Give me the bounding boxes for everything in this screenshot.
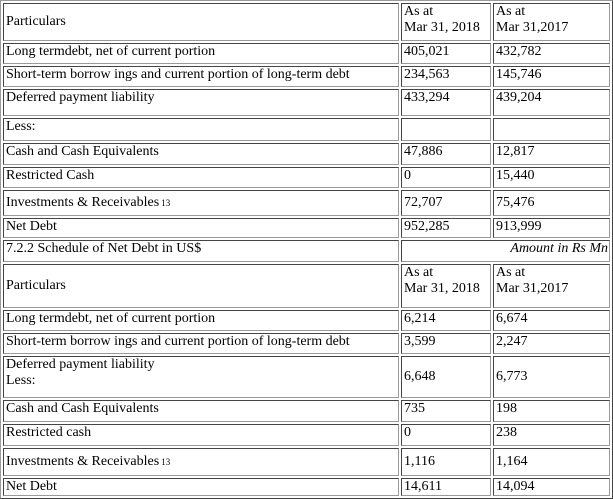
table-row: Restricted cash 0 238: [1, 422, 612, 446]
table-row: Cash and Cash Equivalents 47,886 12,817: [1, 141, 612, 165]
value-2017: 14,094: [493, 478, 610, 496]
value-2017: 6,674: [493, 310, 610, 331]
value-2018: 0: [401, 167, 491, 188]
value-2018: 3,599: [401, 333, 491, 354]
table2-col-2018-header: As at Mar 31, 2018: [401, 264, 491, 308]
value-2017: 913,999: [493, 218, 610, 238]
section-title-row: 7.2.2 Schedule of Net Debt in US$ Amount…: [1, 238, 612, 262]
table-row: Short-term borrow ings and current porti…: [1, 64, 612, 87]
value-2018: 6,648: [401, 356, 491, 398]
row-label: Less:: [3, 118, 399, 141]
table2-particulars-header: Particulars: [3, 264, 399, 308]
value-2017: 198: [493, 400, 610, 422]
value-2017: 2,247: [493, 333, 610, 354]
value-2017: 75,476: [493, 190, 610, 216]
table2-col-2017-header: As at Mar 31,2017: [493, 264, 610, 308]
value-2018: 47,886: [401, 143, 491, 165]
row-label: Cash and Cash Equivalents: [3, 143, 399, 165]
table-row: Long termdebt, net of current portion 6,…: [1, 308, 612, 331]
table-row: Net Debt 952,285 913,999: [1, 216, 612, 238]
value-2018: 1,116: [401, 448, 491, 476]
value-2017: 15,440: [493, 167, 610, 188]
table-row: Investments & Receivables 13 72,707 75,47…: [1, 188, 612, 216]
value-2017: 145,746: [493, 66, 610, 87]
value-2017: 12,817: [493, 143, 610, 165]
value-2018: 14,611: [401, 478, 491, 496]
row-label: Deferred payment liability: [3, 89, 399, 116]
value-2017: 432,782: [493, 43, 610, 64]
table-row: Investments & Receivables 13 1,116 1,164: [1, 446, 612, 476]
table1-col-2017-header: As at Mar 31,2017: [493, 3, 610, 41]
value-2018: 72,707: [401, 190, 491, 216]
table-row: Cash and Cash Equivalents 735 198: [1, 398, 612, 422]
value-2017: 1,164: [493, 448, 610, 476]
table1-header-row: Particulars As at Mar 31, 2018 As at Mar 3…: [1, 1, 612, 41]
row-label: Long termdebt, net of current portion: [3, 310, 399, 331]
value-2018: 735: [401, 400, 491, 422]
row-label: Investments & Receivables 13: [3, 190, 399, 216]
row-label: Deferred payment liability Less:: [3, 356, 399, 398]
table-row: Short-term borrow ings and current porti…: [1, 331, 612, 354]
row-label: Cash and Cash Equivalents: [3, 400, 399, 422]
table-row: Deferred payment liability 433,294 439,2…: [1, 87, 612, 116]
table-row: Less:: [1, 116, 612, 141]
value-2018: 952,285: [401, 218, 491, 238]
row-label: Long termdebt, net of current portion: [3, 43, 399, 64]
value-2017: [493, 118, 610, 141]
value-2018: 433,294: [401, 89, 491, 116]
table2-header-row: Particulars As at Mar 31, 2018 As at Mar 3…: [1, 262, 612, 308]
section-title: 7.2.2 Schedule of Net Debt in US$: [3, 240, 399, 262]
value-2018: [401, 118, 491, 141]
value-2018: 0: [401, 424, 491, 446]
table1-particulars-header: Particulars: [3, 3, 399, 41]
row-label: Restricted Cash: [3, 167, 399, 188]
row-label: Net Debt: [3, 218, 399, 238]
value-2018: 405,021: [401, 43, 491, 64]
row-label: Restricted cash: [3, 424, 399, 446]
unit-note: Amount in Rs Mn: [401, 240, 610, 262]
value-2018: 6,214: [401, 310, 491, 331]
value-2017: 6,773: [493, 356, 610, 398]
row-label: Investments & Receivables 13: [3, 448, 399, 476]
value-2017: 439,204: [493, 89, 610, 116]
row-label: Short-term borrow ings and current porti…: [3, 333, 399, 354]
table1-col-2018-header: As at Mar 31, 2018: [401, 3, 491, 41]
table-row: Restricted Cash 0 15,440: [1, 165, 612, 188]
value-2018: 234,563: [401, 66, 491, 87]
table-row: Deferred payment liability Less: 6,648 6,…: [1, 354, 612, 398]
table-row: Long termdebt, net of current portion 40…: [1, 41, 612, 64]
row-label: Short-term borrow ings and current porti…: [3, 66, 399, 87]
value-2017: 238: [493, 424, 610, 446]
table-row: Net Debt 14,611 14,094: [1, 476, 612, 496]
row-label: Net Debt: [3, 478, 399, 496]
